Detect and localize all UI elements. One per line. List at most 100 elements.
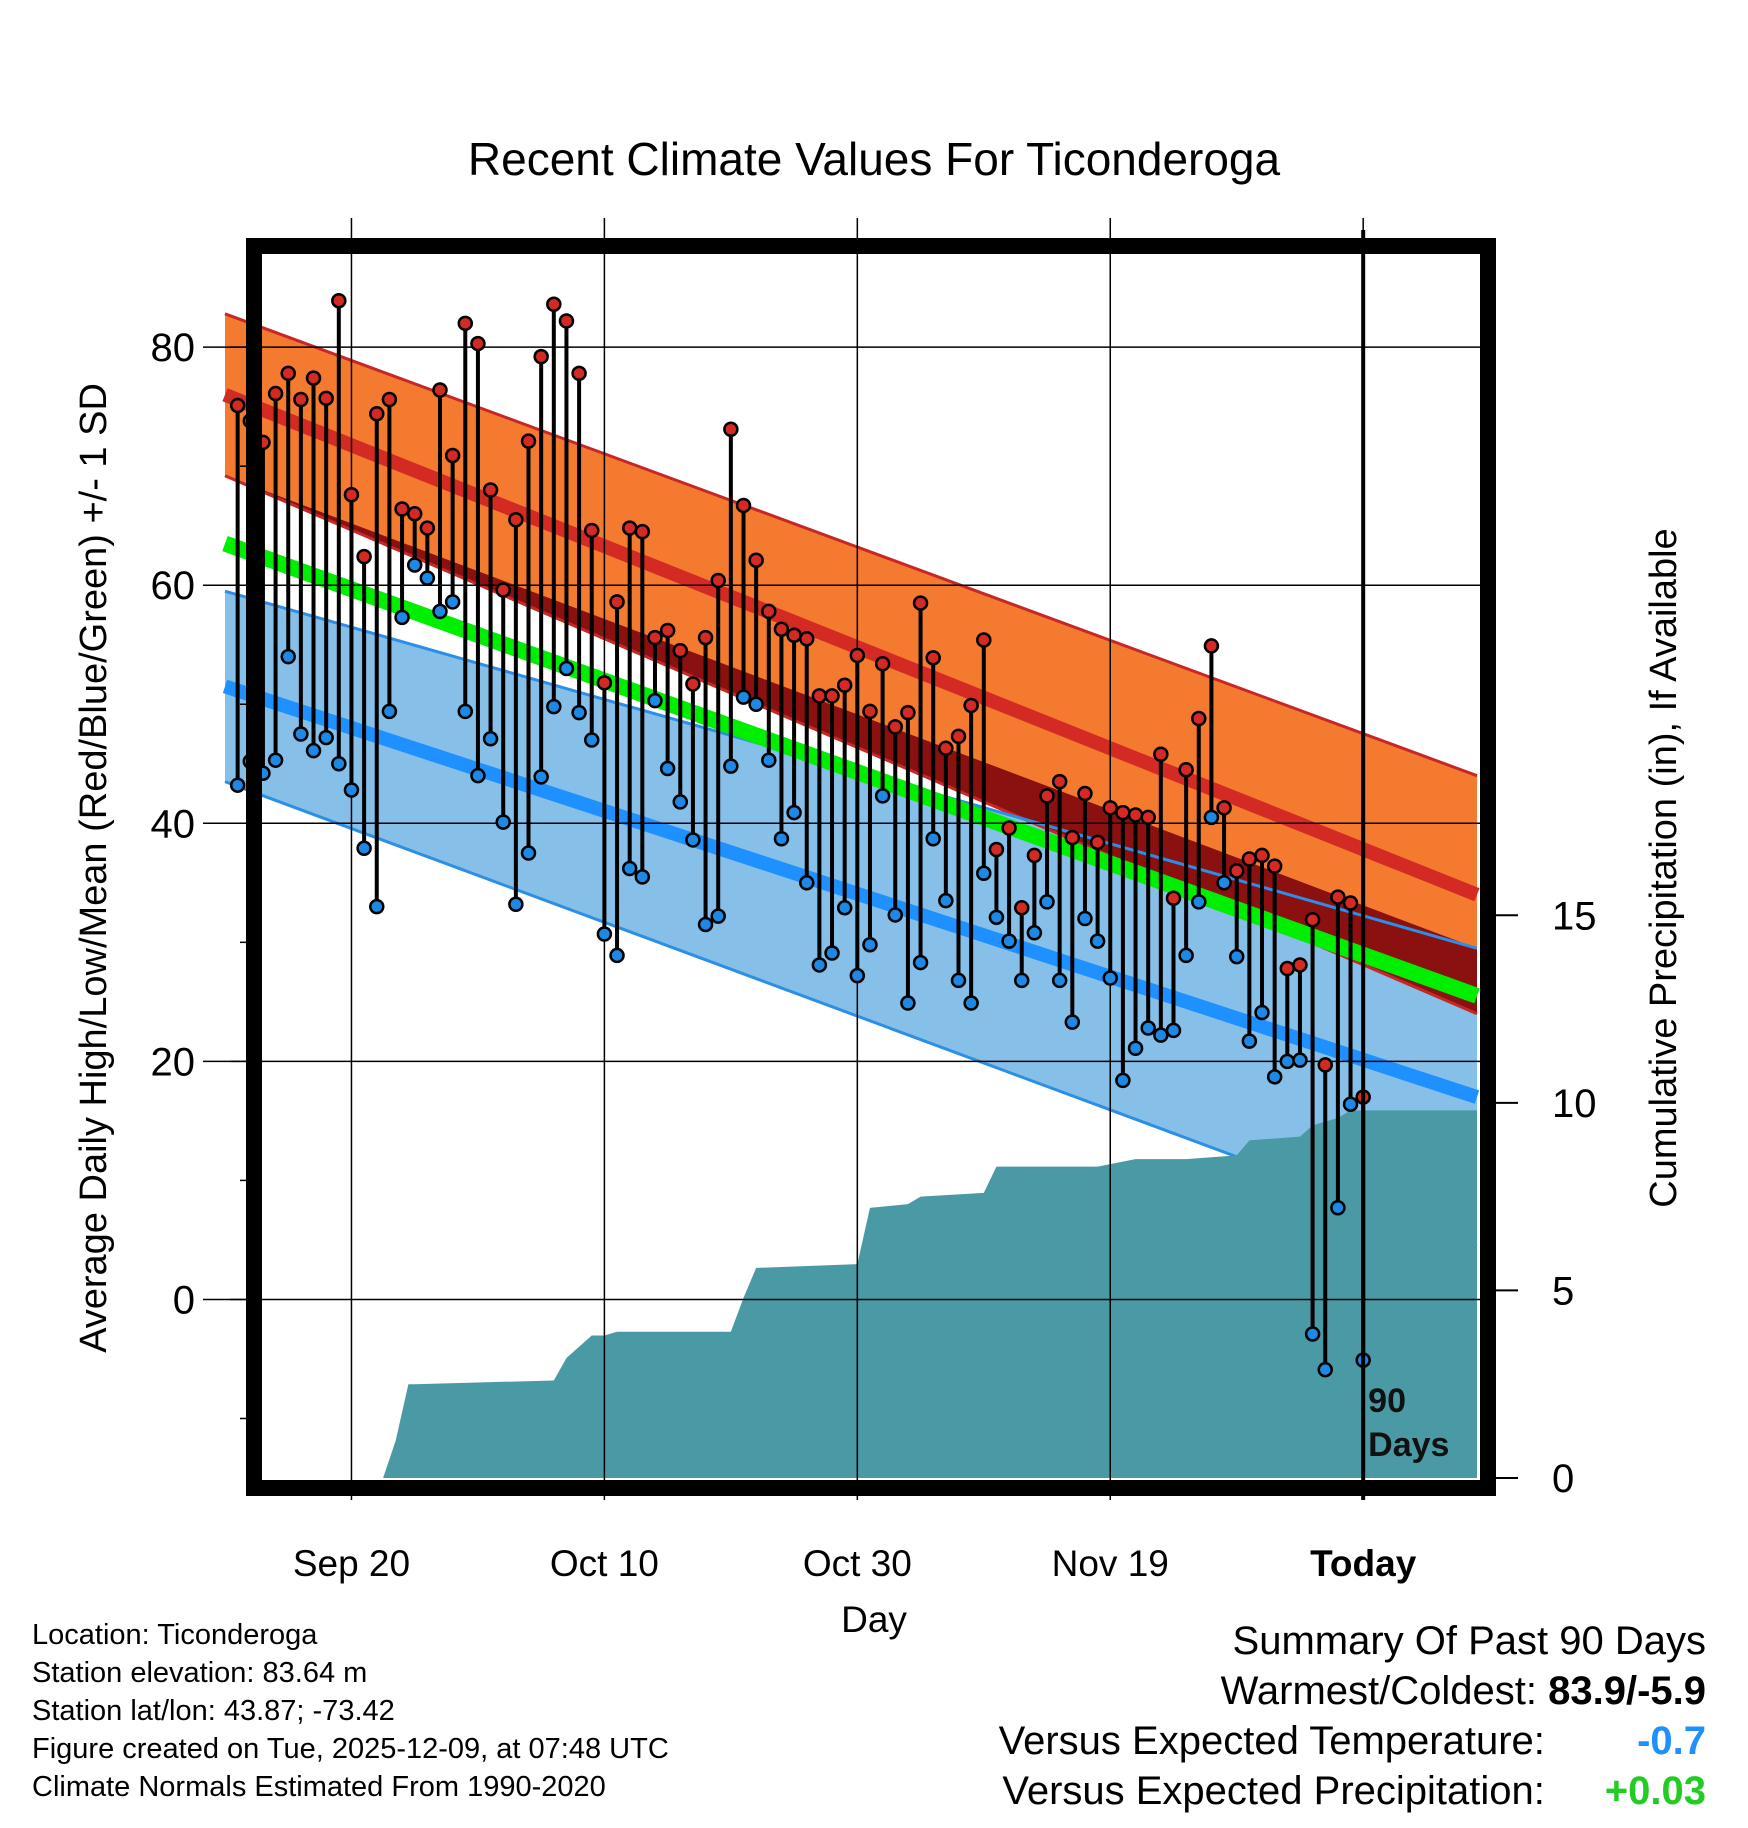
- high-point: [672, 642, 689, 659]
- station-info: Location: Ticonderoga Station elevation:…: [32, 1616, 669, 1806]
- low-point: [988, 909, 1005, 926]
- low-point: [305, 742, 322, 759]
- high-point: [1077, 785, 1093, 802]
- high-point: [1051, 773, 1068, 790]
- high-point: [634, 523, 651, 540]
- high-point: [1203, 638, 1220, 654]
- high-point: [419, 520, 436, 536]
- low-point: [1216, 875, 1232, 891]
- high-point: [1064, 829, 1081, 846]
- high-point: [1292, 957, 1308, 973]
- summary-title: Summary Of Past 90 Days: [1232, 1619, 1706, 1663]
- low-point: [1001, 933, 1017, 949]
- high-point: [583, 522, 600, 539]
- summary-precip-value: +0.03: [1604, 1769, 1706, 1813]
- high-point: [748, 552, 764, 568]
- low-point: [444, 594, 461, 610]
- low-point: [1254, 1004, 1270, 1021]
- low-point: [508, 896, 524, 912]
- high-point: [1191, 710, 1207, 727]
- high-point: [1140, 809, 1156, 826]
- high-point: [432, 382, 448, 398]
- x-tick-label: Sep 20: [293, 1543, 410, 1584]
- low-point: [748, 696, 764, 712]
- high-point: [1165, 890, 1182, 907]
- high-point: [1304, 911, 1321, 928]
- high-point: [1153, 746, 1169, 762]
- high-point: [1279, 960, 1296, 977]
- high-point: [697, 629, 714, 646]
- high-point: [381, 391, 398, 408]
- info-latlon: Station lat/lon: 43.87; -73.42: [32, 1695, 395, 1727]
- high-point: [862, 703, 878, 720]
- high-point: [1178, 761, 1194, 778]
- summary-panel: Summary Of Past 90 Days Warmest/Coldest:…: [999, 1616, 1706, 1816]
- low-point: [482, 731, 499, 747]
- low-sd-band: [225, 591, 1477, 1246]
- low-point: [1304, 1326, 1321, 1342]
- high-point: [546, 296, 562, 313]
- today-days-count: 90: [1368, 1382, 1406, 1420]
- x-axis-label: Day: [841, 1599, 907, 1640]
- high-point: [394, 501, 410, 517]
- high-point: [710, 572, 726, 589]
- high-point: [1013, 900, 1030, 916]
- low-point: [394, 609, 410, 626]
- y2-tick-label: 15: [1552, 894, 1597, 938]
- low-point: [356, 840, 372, 857]
- low-point: [1203, 809, 1220, 826]
- high-point: [305, 370, 322, 386]
- low-point: [1178, 947, 1194, 964]
- low-point: [1330, 1200, 1346, 1216]
- low-point: [1342, 1096, 1359, 1112]
- low-point: [963, 995, 979, 1011]
- high-point: [1026, 847, 1043, 864]
- low-point: [723, 758, 739, 774]
- y-tick-label: 60: [151, 564, 196, 608]
- normal-low-line: [222, 679, 1480, 1104]
- high-point: [444, 447, 461, 464]
- summary-warmest-value: 83.9/-5.9: [1548, 1669, 1706, 1713]
- high-point: [356, 548, 372, 565]
- x-tick-label: Oct 10: [550, 1543, 659, 1584]
- high-point: [1216, 800, 1232, 816]
- high-point: [735, 497, 752, 514]
- high-point: [1039, 788, 1055, 804]
- high-point: [331, 292, 347, 309]
- low-point: [773, 831, 790, 847]
- high-point: [533, 348, 549, 365]
- high-point: [596, 675, 613, 691]
- low-point: [1013, 972, 1030, 989]
- high-point: [457, 315, 474, 332]
- y-tick-label: 80: [151, 326, 196, 370]
- info-created: Figure created on Tue, 2025-12-09, at 07…: [32, 1733, 669, 1765]
- low-point: [836, 900, 853, 916]
- high-point: [836, 677, 853, 693]
- high-point: [1102, 800, 1119, 816]
- low-point: [1241, 1033, 1258, 1049]
- low-point: [672, 794, 689, 810]
- high-point: [229, 397, 246, 414]
- high-point: [761, 603, 777, 620]
- low-point: [406, 557, 423, 573]
- low-point: [811, 957, 828, 973]
- y2-tick-label: 10: [1552, 1082, 1597, 1126]
- low-point: [495, 814, 511, 830]
- high-point: [520, 433, 537, 449]
- low-point: [1077, 910, 1093, 927]
- high-point: [647, 629, 663, 646]
- low-point: [938, 892, 954, 909]
- summary-temp-row: Versus Expected Temperature: -0.7: [999, 1716, 1706, 1766]
- precip-area: [225, 1110, 1477, 1478]
- low-point: [659, 760, 676, 777]
- low-point: [229, 777, 246, 793]
- high-point: [470, 335, 486, 352]
- low-point: [647, 692, 663, 709]
- x-tick-label: Oct 30: [803, 1543, 912, 1584]
- plot-area: 90 Days 0 20 40 60 80 0 5 10 15 Sep 20 Oct 10 Oct 30 N…: [151, 218, 1597, 1584]
- high-point: [508, 511, 524, 528]
- y-tick-label: 20: [151, 1040, 196, 1084]
- high-point: [900, 704, 916, 721]
- summary-warmest-label: Warmest/Coldest:: [1220, 1669, 1537, 1713]
- low-point: [546, 698, 562, 715]
